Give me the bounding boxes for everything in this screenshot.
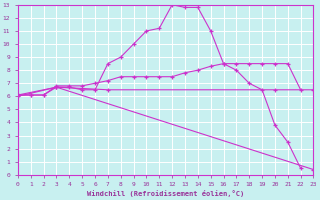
X-axis label: Windchill (Refroidissement éolien,°C): Windchill (Refroidissement éolien,°C) <box>87 190 244 197</box>
